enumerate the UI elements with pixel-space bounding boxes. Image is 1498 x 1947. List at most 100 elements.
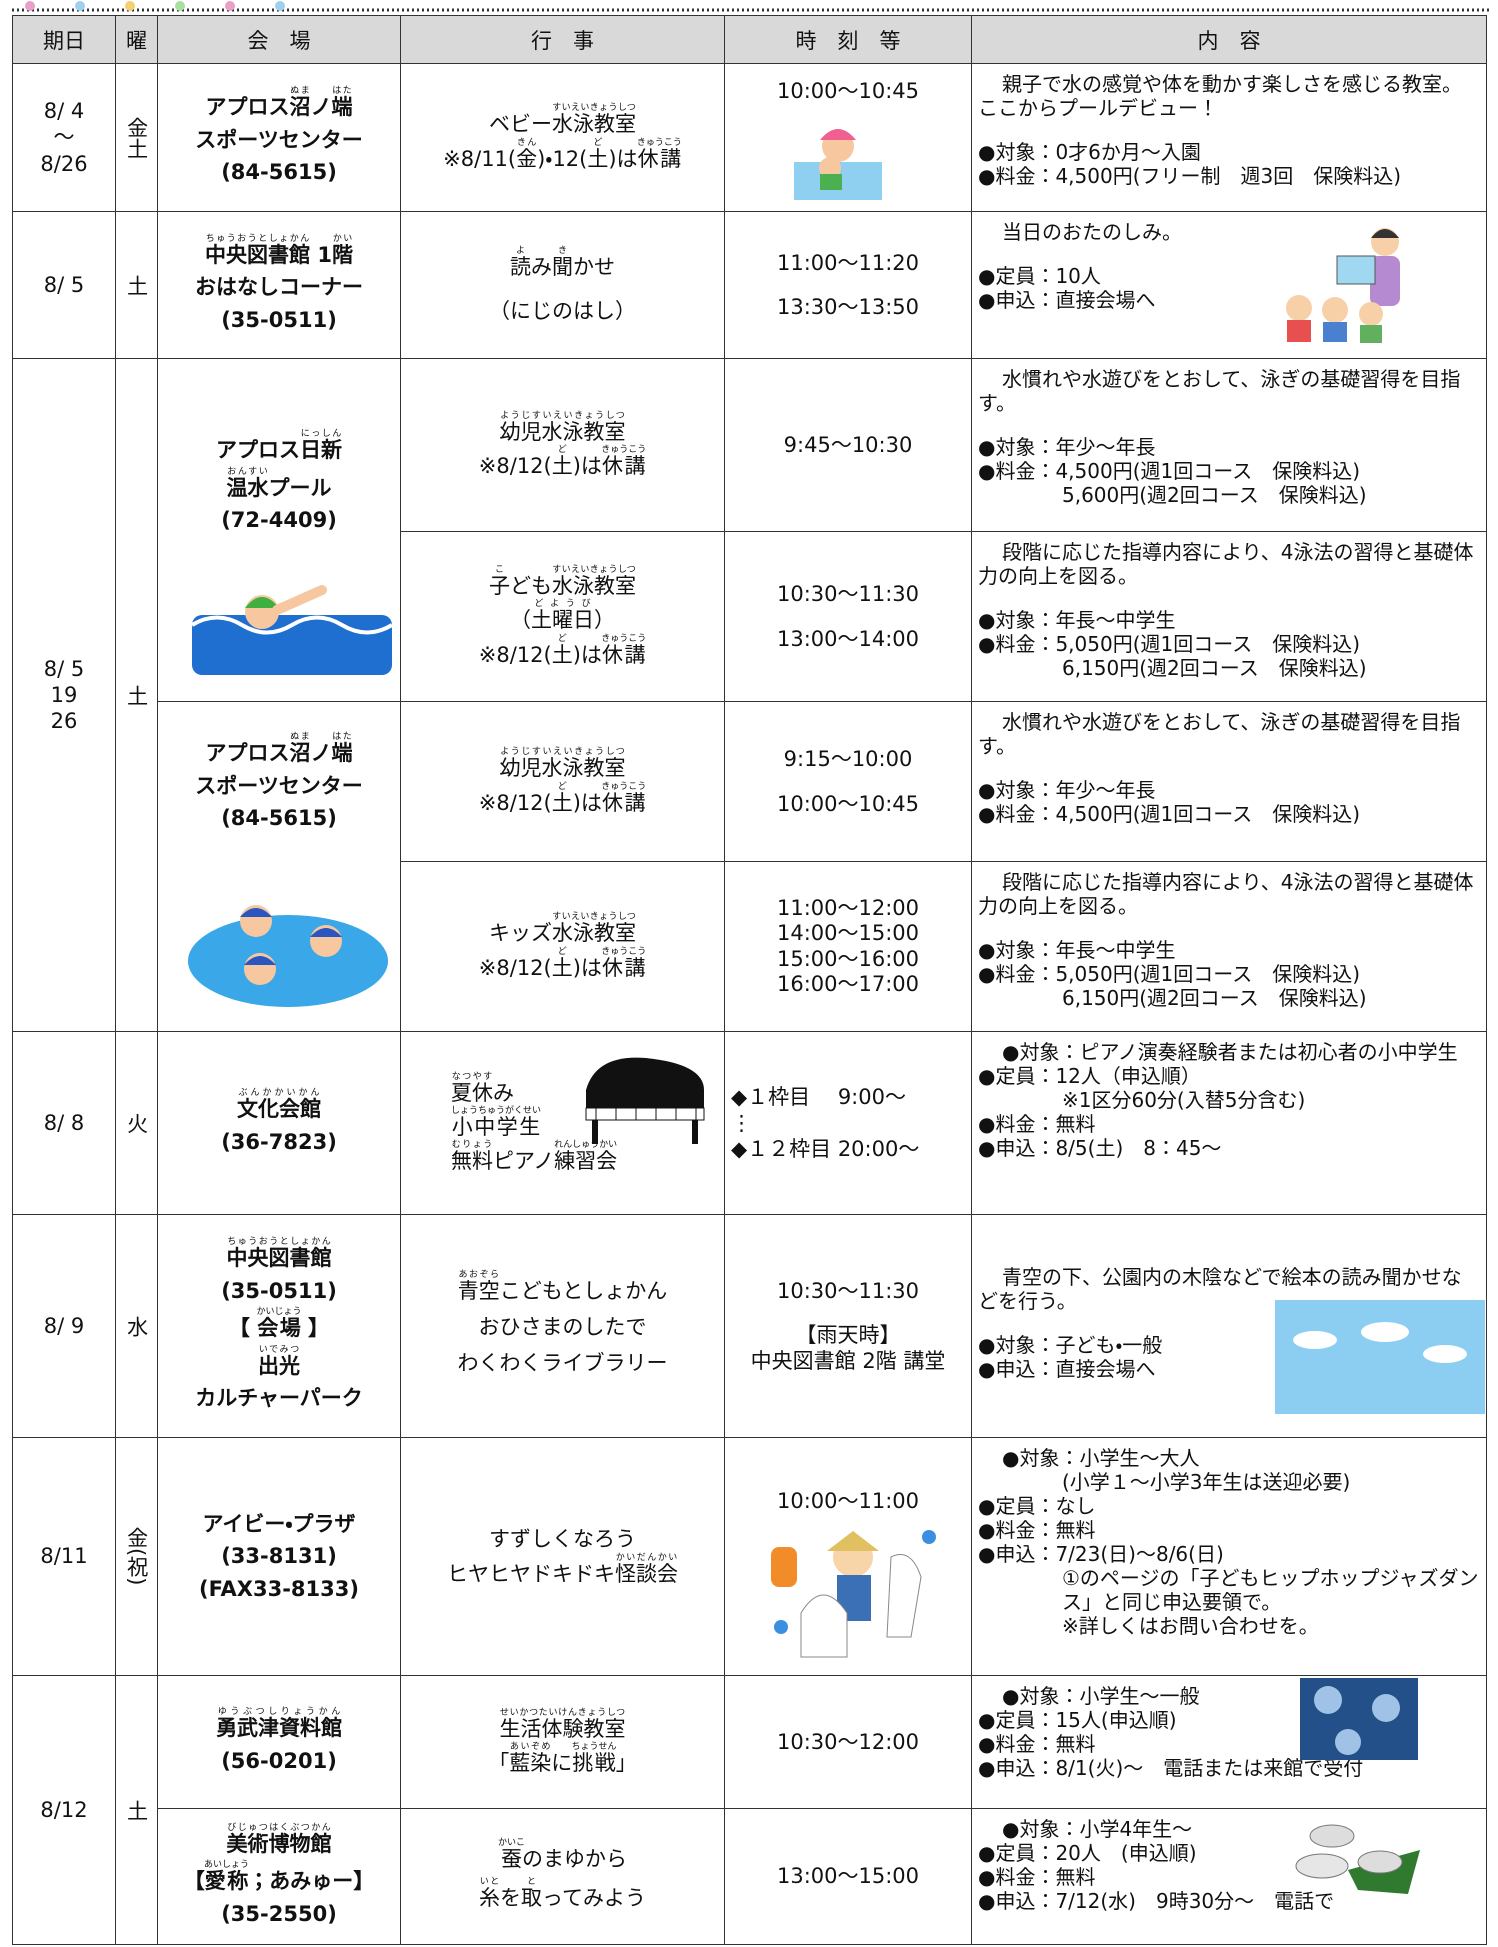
text-line: (35-0511) <box>221 307 337 332</box>
text-line: 糸いとを取とってみよう <box>407 1877 718 1916</box>
text-line: ●申込：8/1(火)〜 電話または来館で受付 <box>978 1756 1364 1780</box>
ruby-base: 糸 <box>479 1885 501 1910</box>
ruby-text: 蚕かいこ <box>498 1838 525 1871</box>
text-line: 子こども水泳教室すいえいきょうしつ <box>407 565 718 599</box>
text-line: 水慣れや水遊びをとおして、泳ぎの基礎習得を目指す。 <box>978 710 1461 758</box>
text-block: 9:45〜10:30 <box>731 432 965 458</box>
ruby-base: 休講 <box>601 955 647 980</box>
ruby-reading: すいえいきょうしつ <box>552 565 636 576</box>
ruby-base: 練習会 <box>554 1149 618 1174</box>
ruby-reading: どようび <box>531 599 594 610</box>
cell-date: 8/ 4 〜 8/26 <box>12 63 116 212</box>
text-segment: ノ <box>310 95 332 120</box>
text-line: アイビー・プラザ <box>202 1511 356 1536</box>
ruby-text: 文化会館ぶんかかいかん <box>237 1088 321 1121</box>
text-line: ●申込：7/12(水) 9時30分〜 電話で <box>978 1889 1335 1913</box>
ruby-reading: ぬま <box>289 732 311 742</box>
text-block: ●対象：小学4年生〜 ●定員：20人 (申込順) ●料金：無料 ●申込：7/12(水)… <box>978 1817 1480 1913</box>
text-line: 8/ 8 <box>43 1110 85 1135</box>
text-line: 文化会館ぶんかかいかん <box>164 1088 394 1126</box>
text-block: 10:30〜11:30 <box>731 1278 965 1304</box>
ruby-reading: あいしょう <box>203 1860 249 1871</box>
ruby-text: 怪談会かいだんかい <box>615 1553 678 1586</box>
ruby-reading: あおぞら <box>457 1270 500 1281</box>
ruby-reading: ど <box>551 633 573 644</box>
text-line: ●対象：年長〜中学生 <box>978 608 1176 632</box>
ruby-reading: ぬま <box>289 86 311 97</box>
ruby-text: 水泳教室すいえいきょうしつ <box>552 103 636 136</box>
text-line: 13:30〜13:50 <box>776 295 920 319</box>
ruby-text: 水泳教室すいえいきょうしつ <box>552 565 636 599</box>
ruby-text: 土ど <box>551 947 573 980</box>
text-segment: のまゆから <box>521 1846 627 1871</box>
text-segment: プール <box>268 475 332 500</box>
text-line: ●定員：10人 <box>978 264 1101 288</box>
text-segment: キッズ <box>489 921 552 946</box>
text-line: 8/ 5 <box>43 656 85 681</box>
ruby-base: 土 <box>551 790 573 815</box>
text-line: 8/ 9 <box>43 1313 85 1338</box>
text-segment: 】 <box>300 1316 330 1341</box>
cell-time: 11:00〜11:20 13:30〜13:50 <box>724 211 972 359</box>
event-table: 期日 曜 会 場 行 事 時 刻 等 内 容 8/ 4 〜 8/26 金土 アプロス沼ぬ… <box>12 15 1487 1945</box>
text-segment: ※8/12( <box>478 454 552 478</box>
cell-details: 親子で水の感覚や体を動かす楽しさを感じる教室。ここからプールデビュー！ ●対象：0… <box>971 63 1487 212</box>
text-block: 親子で水の感覚や体を動かす楽しさを感じる教室。ここからプールデビュー！ <box>978 72 1480 120</box>
cell-venue: 文化会館ぶんかかいかん (36-7823) <box>157 1031 401 1215</box>
ruby-reading: ゆうぶつしりょうかん <box>216 1706 342 1717</box>
text-line: 青空の下、公園内の木陰などで絵本の読み聞かせなどを行う。 <box>978 1265 1462 1313</box>
ruby-reading: ようじすいえいきょうしつ <box>499 410 626 421</box>
ruby-reading: ぶんかかいかん <box>237 1087 321 1098</box>
ruby-base: 水泳教室 <box>552 574 636 599</box>
text-line: 11:00〜11:20 <box>776 250 920 275</box>
text-line: ●料金：無料 <box>978 1865 1096 1889</box>
ruby-text: 勇武津資料館ゆうぶつしりょうかん <box>216 1707 342 1740</box>
text-line: 26 <box>50 709 78 734</box>
text-line: 段階に応じた指導内容により、4泳法の習得と基礎体力の向上を図る。 <box>978 540 1474 588</box>
ruby-base: 夏休 <box>451 1080 493 1105</box>
ruby-base: 土 <box>551 955 573 980</box>
cell-venue: 勇武津資料館ゆうぶつしりょうかん (56-0201) <box>157 1675 401 1809</box>
text-line: ⋮ <box>731 1110 752 1135</box>
ruby-reading: きゅうこう <box>601 946 647 957</box>
ruby-base: 沼 <box>289 95 311 120</box>
text-segment: )は <box>572 642 602 667</box>
ruby-text: 小中学生しょうちゅうがくせい <box>451 1106 541 1139</box>
ruby-base: 無料 <box>451 1149 493 1174</box>
text-line: ●定員：なし <box>978 1494 1096 1518</box>
text-line: ●申込：直接会場へ <box>978 288 1156 312</box>
text-segment: ベビー <box>489 112 552 137</box>
ruby-base: 沼 <box>289 741 311 765</box>
cell-date: 8/ 8 <box>12 1031 116 1215</box>
text-line: 火 <box>124 1112 149 1134</box>
ruby-base: 温水 <box>226 475 269 500</box>
text-line: ●対象：0才6か月〜入園 <box>978 140 1201 164</box>
ruby-text: 階かい <box>332 234 353 267</box>
text-block: ◆１枠目 9:00〜 ⋮ ◆１２枠目 20:00〜 <box>731 1084 965 1163</box>
text-line: 親子で水の感覚や体を動かす楽しさを感じる教室。ここからプールデビュー！ <box>978 72 1462 120</box>
text-segment: こどもとしょかん <box>499 1279 668 1304</box>
ruby-reading: ど <box>551 445 573 455</box>
ruby-text: 土ど <box>587 138 608 171</box>
text-block: ●対象：子ども・一般 ●申込：直接会場へ <box>978 1333 1480 1381</box>
text-line: (FAX33-8133) <box>199 1576 359 1601</box>
cell-time: 10:30〜11:30 13:00〜14:00 <box>724 531 972 702</box>
text-block: 10:30〜12:00 <box>731 1729 965 1755</box>
cell-details: ●対象：ピアノ演奏経験者または初心者の小中学生 ●定員：12人（申込順） ※1区分6… <box>971 1031 1487 1215</box>
row: 8/ 9 水 中央図書館ちゅうおうとしょかん (35-0511) 【 会場かいじょう 】… <box>12 1214 1487 1438</box>
text-line: 16:00〜17:00 <box>776 971 920 996</box>
ruby-base: 端 <box>331 741 353 765</box>
ruby-text: 会場かいじょう <box>256 1307 301 1340</box>
cell-day: 水 <box>115 1214 158 1438</box>
text-line: 無料むりょうピアノ練習会れんしゅうかい <box>451 1140 718 1174</box>
text-segment: ヒヤヒヤドキドキ <box>447 1561 615 1586</box>
ruby-text: 中央図書館ちゅうおうとしょかん <box>227 1237 332 1270</box>
cell-time: ◆１枠目 9:00〜 ⋮ ◆１２枠目 20:00〜 <box>724 1031 972 1215</box>
text-block: 美術博物館びじゅつはくぶつかん 【愛称あいしょう；あみゅー】 (35-2550) <box>164 1823 394 1931</box>
text-line: 8/26 <box>40 151 88 176</box>
text-line: おひさまのしたで <box>478 1315 647 1340</box>
text-line: (35-2550) <box>221 1901 337 1926</box>
ruby-reading: よ <box>510 245 531 256</box>
ruby-reading: かいだんかい <box>615 1552 678 1563</box>
ruby-base: 取 <box>521 1885 543 1910</box>
